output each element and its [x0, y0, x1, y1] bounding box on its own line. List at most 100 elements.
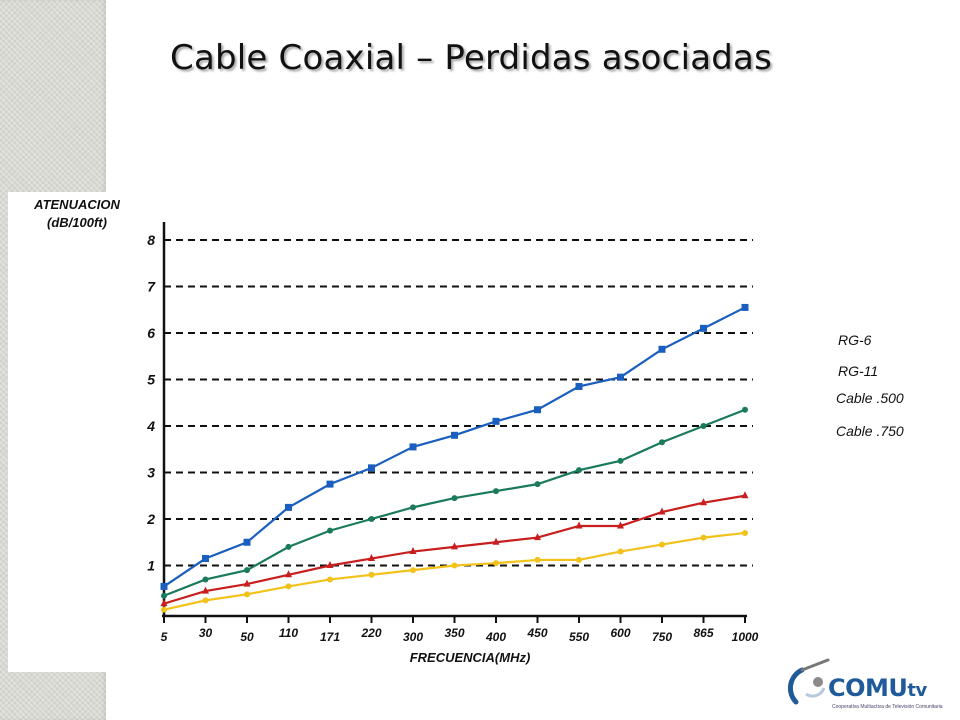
- x-tick-label-750: 750: [652, 630, 672, 644]
- data-point-cable-500-600: [617, 521, 624, 529]
- data-point-rg-11-750: [659, 439, 665, 446]
- data-point-rg-11-1000: [742, 406, 748, 413]
- data-point-rg-11-110: [285, 543, 292, 550]
- data-point-cable-750-30: [202, 597, 209, 604]
- data-point-rg-11-350: [451, 495, 458, 502]
- x-tick-label-400: 400: [485, 630, 506, 644]
- attenuation-chart: 1 2 3 4 5 6 7 8 5 30 50 110 171 220 300 350 400 450 550 600…: [8, 192, 774, 672]
- data-point-rg-11-171: [327, 527, 333, 534]
- x-tick-label-550: 550: [569, 630, 589, 644]
- legend-label-rg-11: RG-11: [838, 363, 878, 379]
- data-point-rg-11-400: [493, 488, 499, 495]
- data-point-rg-11-30: [202, 576, 209, 583]
- y-tick-label-4: 4: [146, 418, 155, 434]
- data-point-cable-500-5: [160, 599, 168, 607]
- legend-label-rg-6: RG-6: [838, 332, 872, 348]
- comutv-logo: COMUtv Cooperativa Multiactiva de Televi…: [788, 656, 943, 716]
- data-point-rg-6-220: [368, 464, 375, 472]
- x-tick-label-300: 300: [403, 630, 423, 644]
- data-point-rg-6-110: [285, 503, 292, 511]
- data-point-rg-6-30: [202, 555, 209, 563]
- data-point-rg-6-171: [326, 480, 334, 488]
- data-point-cable-750-220: [368, 571, 375, 578]
- x-tick-label-171: 171: [320, 630, 340, 644]
- logo-wordmark: COMUtv: [828, 674, 927, 702]
- data-point-cable-750-5: [161, 606, 167, 613]
- legend-label-cable-750: Cable .750: [836, 423, 904, 439]
- x-tick-label-50: 50: [240, 630, 254, 644]
- data-point-rg-6-5: [160, 582, 168, 590]
- x-tick-label-110: 110: [279, 626, 298, 640]
- x-tick-label-5: 5: [161, 630, 168, 644]
- y-tick-label-8: 8: [147, 232, 155, 248]
- data-point-cable-750-550: [576, 556, 582, 563]
- data-point-cable-750-300: [410, 567, 416, 574]
- x-tick-label-1000: 1000: [732, 630, 759, 644]
- y-tick-label-2: 2: [146, 511, 155, 527]
- data-point-cable-500-400: [492, 537, 500, 545]
- data-point-rg-11-600: [617, 457, 624, 464]
- data-point-cable-750-350: [451, 562, 458, 569]
- data-point-cable-500-550: [575, 521, 583, 529]
- legend-label-cable-500: Cable .500: [836, 390, 904, 406]
- data-point-cable-500-300: [409, 547, 417, 555]
- data-point-cable-750-865: [700, 534, 707, 541]
- series-line-cable-500: [163, 494, 746, 605]
- data-point-cable-500-171: [326, 561, 334, 568]
- y-tick-label-7: 7: [147, 279, 156, 295]
- logo-name-suffix: tv: [907, 680, 927, 701]
- data-point-rg-6-450: [534, 406, 541, 414]
- x-tick-label-450: 450: [526, 626, 547, 640]
- data-point-cable-500-110: [285, 570, 292, 578]
- data-point-cable-500-350: [451, 542, 458, 550]
- data-point-rg-6-865: [700, 324, 707, 332]
- x-tick-label-220: 220: [360, 626, 381, 640]
- y-axis-label-line2: (dB/100ft): [47, 215, 107, 230]
- data-point-rg-11-450: [534, 481, 541, 488]
- data-point-cable-750-110: [285, 583, 292, 590]
- data-point-cable-750-600: [617, 548, 624, 555]
- data-point-cable-500-1000: [741, 491, 749, 499]
- data-point-rg-11-300: [410, 504, 416, 511]
- x-axis-label: FRECUENCIA(MHz): [410, 650, 531, 665]
- y-tick-label-1: 1: [147, 558, 155, 574]
- data-point-cable-500-30: [202, 586, 209, 594]
- x-tick-label-30: 30: [199, 626, 213, 640]
- data-point-cable-750-450: [534, 556, 541, 563]
- data-point-cable-500-50: [243, 579, 251, 587]
- data-point-rg-6-350: [451, 431, 458, 439]
- data-point-cable-750-50: [244, 591, 250, 598]
- data-point-rg-6-50: [243, 538, 251, 546]
- data-point-cable-750-171: [327, 576, 333, 583]
- y-tick-label-3: 3: [147, 465, 155, 481]
- data-point-cable-750-1000: [742, 529, 748, 536]
- data-point-cable-750-400: [493, 560, 499, 567]
- data-point-rg-11-50: [244, 567, 250, 574]
- data-point-cable-500-750: [658, 507, 666, 515]
- data-point-rg-11-865: [700, 423, 707, 429]
- satellite-dish-icon: [788, 658, 830, 705]
- data-point-rg-11-5: [161, 592, 167, 599]
- data-point-rg-6-300: [409, 443, 417, 451]
- slide-title: Cable Coaxial – Perdidas asociadas: [170, 38, 772, 78]
- data-point-cable-500-865: [700, 498, 707, 506]
- data-point-rg-6-600: [617, 373, 624, 381]
- data-point-rg-6-400: [492, 417, 500, 425]
- y-tick-label-5: 5: [147, 372, 155, 388]
- x-tick-label-600: 600: [610, 626, 630, 640]
- data-point-rg-6-1000: [741, 303, 749, 311]
- y-tick-label-6: 6: [147, 325, 155, 341]
- x-tick-label-350: 350: [444, 626, 464, 640]
- data-point-rg-11-550: [576, 467, 582, 474]
- data-point-rg-6-550: [575, 382, 583, 390]
- x-tick-label-865: 865: [693, 626, 713, 640]
- chart-canvas: 1 2 3 4 5 6 7 8 5 30 50 110 171 220 300 350 400 450 550 600…: [33, 197, 759, 665]
- data-point-cable-500-450: [534, 533, 541, 541]
- logo-name-main: COMU: [828, 674, 908, 702]
- y-axis-label-line1: ATENUACION: [33, 197, 120, 212]
- data-point-cable-500-220: [368, 554, 375, 562]
- data-point-cable-750-750: [659, 541, 665, 548]
- logo-tagline: Cooperativa Multiactiva de Televisión Co…: [832, 704, 943, 710]
- data-point-rg-11-220: [368, 516, 375, 522]
- data-point-rg-6-750: [658, 345, 666, 353]
